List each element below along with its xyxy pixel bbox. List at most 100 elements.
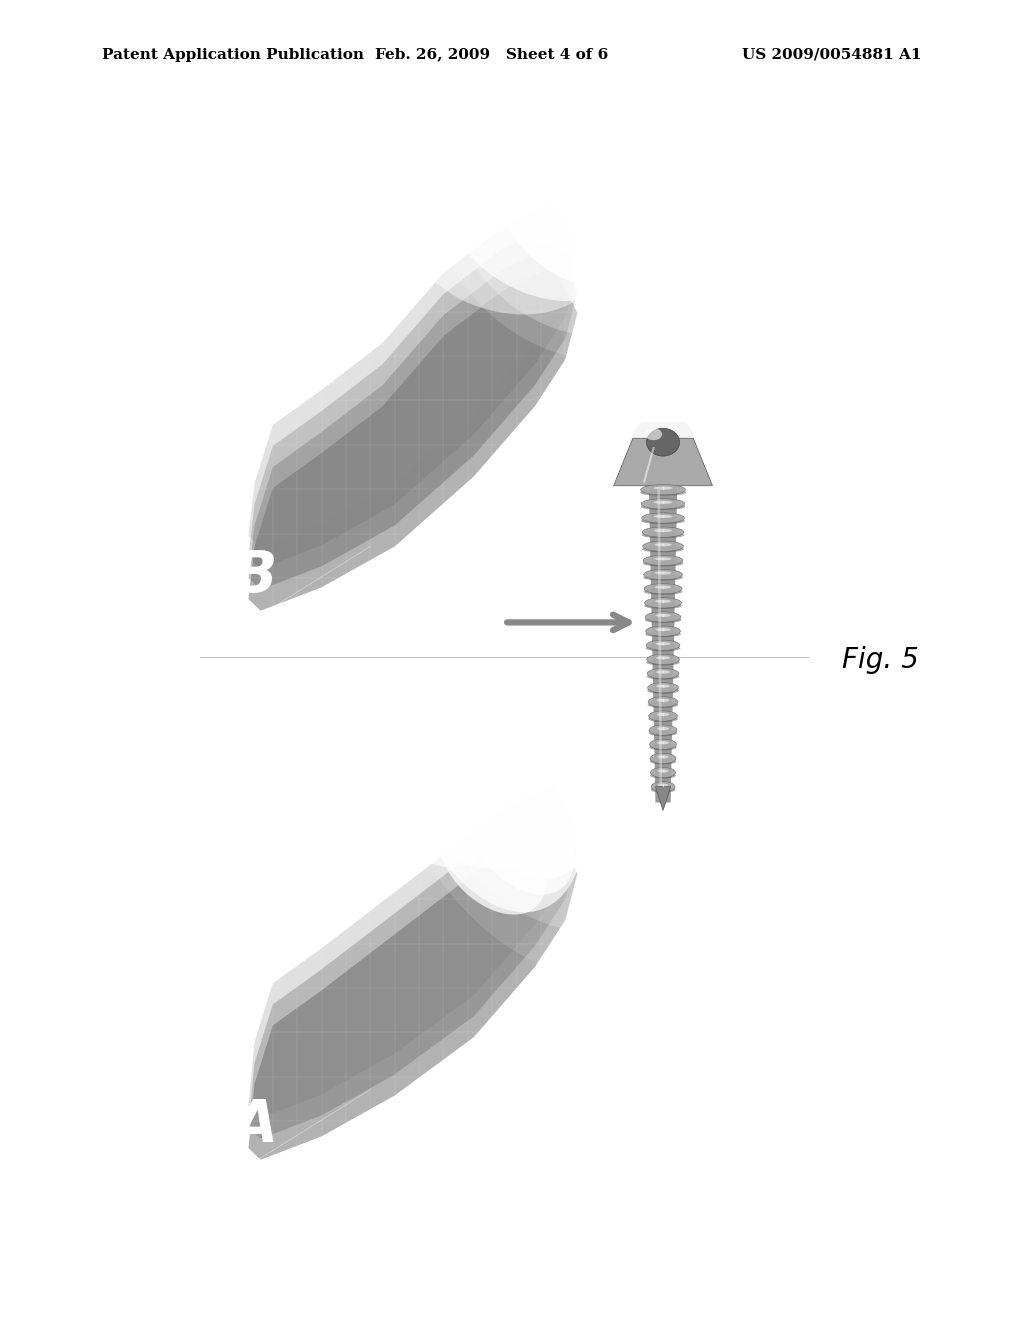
Ellipse shape <box>657 755 669 759</box>
Ellipse shape <box>422 181 648 276</box>
Ellipse shape <box>643 574 683 581</box>
Ellipse shape <box>656 698 670 702</box>
Text: US 2009/0054881 A1: US 2009/0054881 A1 <box>742 48 922 62</box>
Ellipse shape <box>394 583 651 929</box>
Polygon shape <box>655 787 671 810</box>
Polygon shape <box>249 826 578 1160</box>
Ellipse shape <box>646 659 680 665</box>
Ellipse shape <box>645 616 681 623</box>
Ellipse shape <box>647 682 679 693</box>
Polygon shape <box>249 267 578 611</box>
Ellipse shape <box>648 715 678 722</box>
Ellipse shape <box>654 543 672 546</box>
Ellipse shape <box>598 174 654 247</box>
Polygon shape <box>613 438 713 486</box>
Ellipse shape <box>645 612 681 622</box>
Ellipse shape <box>657 741 669 744</box>
Ellipse shape <box>656 656 670 660</box>
Ellipse shape <box>657 727 669 730</box>
Ellipse shape <box>655 614 671 616</box>
Ellipse shape <box>650 767 676 777</box>
Polygon shape <box>249 785 578 1118</box>
Ellipse shape <box>366 540 680 974</box>
Ellipse shape <box>643 541 683 552</box>
Ellipse shape <box>651 781 675 792</box>
Ellipse shape <box>430 91 700 360</box>
Ellipse shape <box>653 487 673 490</box>
Ellipse shape <box>578 213 650 272</box>
Ellipse shape <box>633 417 693 461</box>
Ellipse shape <box>645 429 663 441</box>
Ellipse shape <box>645 631 681 638</box>
Ellipse shape <box>642 532 684 539</box>
Ellipse shape <box>649 730 677 737</box>
Text: 13/1 27/23: 13/1 27/23 <box>766 1177 800 1181</box>
Ellipse shape <box>646 626 680 636</box>
Ellipse shape <box>646 655 680 664</box>
Ellipse shape <box>646 429 680 457</box>
Ellipse shape <box>649 739 677 750</box>
Ellipse shape <box>649 725 677 735</box>
Text: B: B <box>233 548 278 605</box>
Ellipse shape <box>644 603 682 609</box>
Ellipse shape <box>459 759 574 895</box>
Ellipse shape <box>655 599 671 603</box>
Ellipse shape <box>640 490 686 496</box>
Text: Feb. 26, 2009   Sheet 4 of 6: Feb. 26, 2009 Sheet 4 of 6 <box>375 48 608 62</box>
Ellipse shape <box>653 500 673 504</box>
Ellipse shape <box>650 772 676 779</box>
Ellipse shape <box>657 784 669 787</box>
Ellipse shape <box>656 713 670 715</box>
Ellipse shape <box>646 645 680 651</box>
Ellipse shape <box>648 697 678 708</box>
Text: Patent Application Publication: Patent Application Publication <box>102 48 365 62</box>
Ellipse shape <box>633 417 693 461</box>
Ellipse shape <box>650 758 676 764</box>
Ellipse shape <box>532 634 623 787</box>
Ellipse shape <box>643 560 683 566</box>
Ellipse shape <box>648 711 678 721</box>
Ellipse shape <box>643 556 683 565</box>
Ellipse shape <box>436 685 597 851</box>
Ellipse shape <box>656 671 670 673</box>
Ellipse shape <box>655 586 671 589</box>
Ellipse shape <box>512 713 546 766</box>
Ellipse shape <box>439 809 546 915</box>
Ellipse shape <box>582 624 647 750</box>
Ellipse shape <box>647 668 679 678</box>
Ellipse shape <box>650 754 676 763</box>
Ellipse shape <box>654 529 672 532</box>
Ellipse shape <box>400 648 584 912</box>
Ellipse shape <box>644 583 682 594</box>
Ellipse shape <box>655 642 671 645</box>
Ellipse shape <box>437 635 595 879</box>
Ellipse shape <box>645 598 681 609</box>
Ellipse shape <box>383 704 528 869</box>
Ellipse shape <box>642 527 684 537</box>
Ellipse shape <box>614 214 675 260</box>
Ellipse shape <box>633 417 693 461</box>
Ellipse shape <box>641 517 685 524</box>
Ellipse shape <box>641 504 685 510</box>
Polygon shape <box>249 805 578 1139</box>
Polygon shape <box>249 246 578 590</box>
Ellipse shape <box>413 742 571 866</box>
Polygon shape <box>249 203 578 548</box>
Polygon shape <box>249 224 578 569</box>
Ellipse shape <box>642 513 684 523</box>
Ellipse shape <box>653 515 673 517</box>
Ellipse shape <box>641 484 685 495</box>
Polygon shape <box>649 486 677 803</box>
Ellipse shape <box>443 597 626 870</box>
Ellipse shape <box>654 572 672 574</box>
Ellipse shape <box>451 173 618 301</box>
Ellipse shape <box>451 115 680 335</box>
Ellipse shape <box>654 557 672 561</box>
Ellipse shape <box>644 589 682 595</box>
Ellipse shape <box>408 172 601 314</box>
Ellipse shape <box>635 174 679 236</box>
Ellipse shape <box>551 692 580 739</box>
Ellipse shape <box>649 744 677 750</box>
Ellipse shape <box>651 787 675 793</box>
Ellipse shape <box>646 640 680 651</box>
